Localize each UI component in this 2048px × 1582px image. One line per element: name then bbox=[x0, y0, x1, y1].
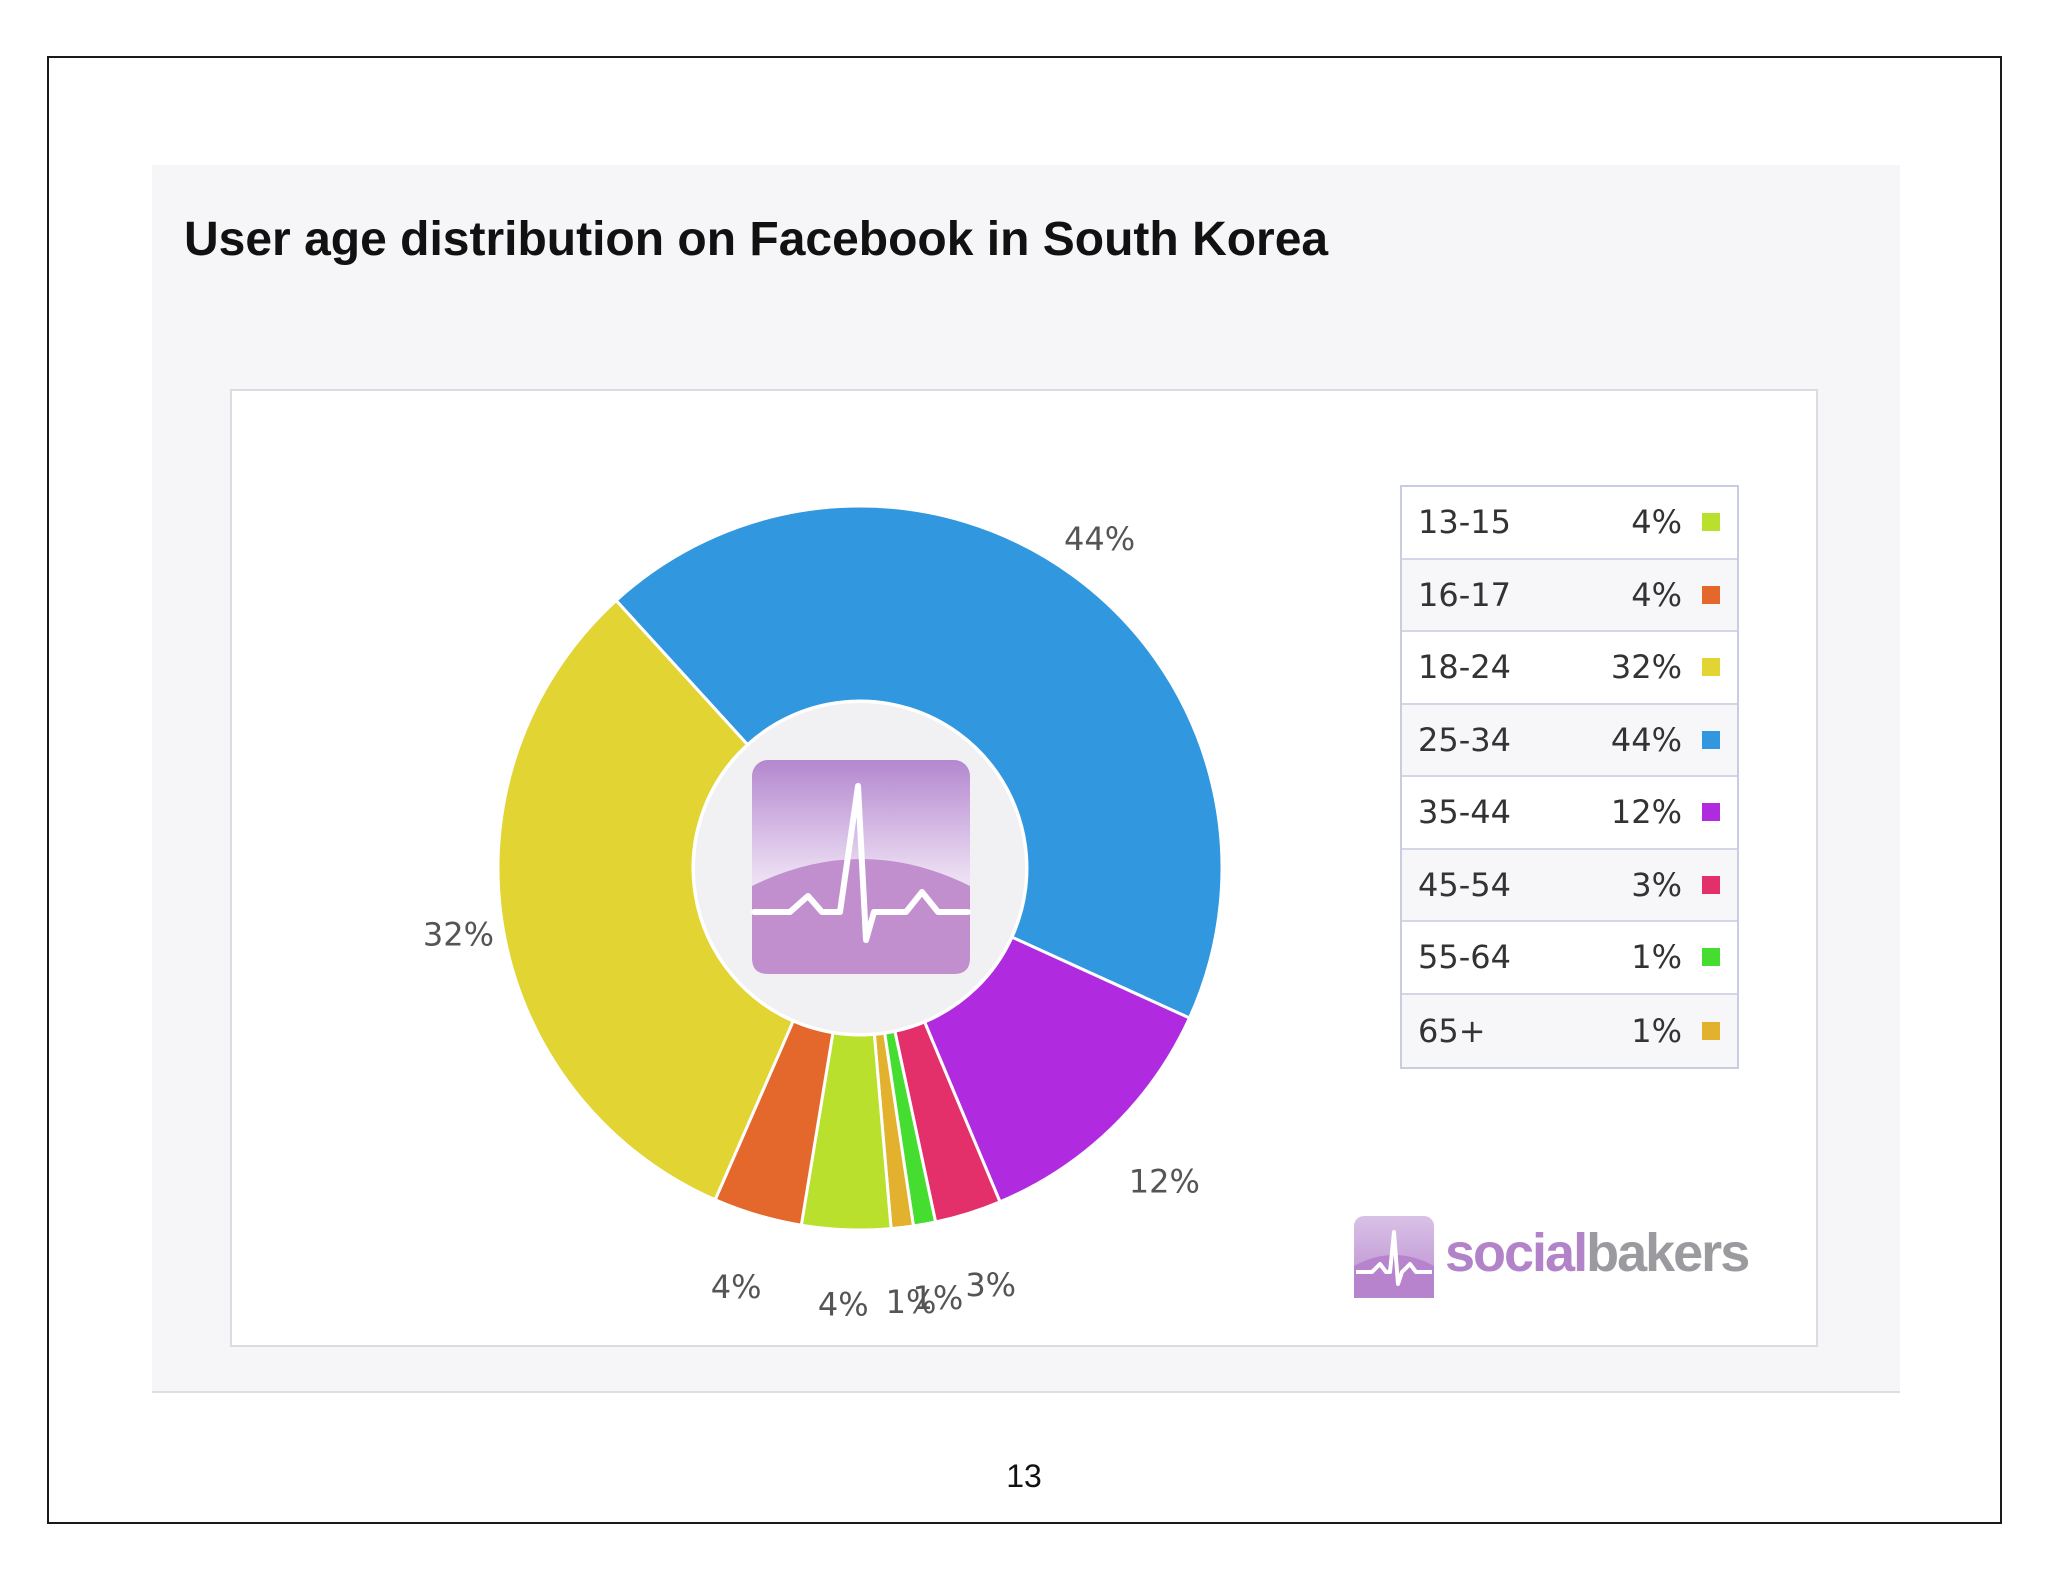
brand-part-1: social bbox=[1445, 1223, 1588, 1283]
data-label-25-34: 44% bbox=[1064, 520, 1135, 558]
chart-legend: 13-15 4% 16-17 4% 18-24 32% 25-34 44% 35-44 12% 45… bbox=[1400, 485, 1739, 1069]
legend-item-13-15: 13-15 4% bbox=[1402, 487, 1737, 560]
legend-swatch bbox=[1702, 658, 1720, 677]
data-label-35-44: 12% bbox=[1129, 1163, 1200, 1201]
slice-25-34 bbox=[614, 504, 1224, 1020]
brand-part-2: bakers bbox=[1586, 1223, 1750, 1283]
legend-value: 4% bbox=[1631, 503, 1682, 542]
data-label-18-24: 32% bbox=[423, 915, 494, 953]
legend-label: 18-24 bbox=[1418, 648, 1511, 687]
legend-label: 25-34 bbox=[1418, 720, 1511, 759]
legend-swatch bbox=[1702, 730, 1720, 749]
legend-swatch bbox=[1702, 1021, 1720, 1040]
legend-label: 16-17 bbox=[1418, 575, 1511, 614]
legend-swatch bbox=[1702, 803, 1720, 822]
legend-swatch bbox=[1702, 585, 1720, 604]
legend-value: 1% bbox=[1631, 938, 1682, 977]
data-label-65plus: 1% bbox=[886, 1283, 937, 1321]
legend-item-18-24: 18-24 32% bbox=[1402, 632, 1737, 705]
legend-label: 45-54 bbox=[1418, 865, 1511, 904]
legend-item-25-34: 25-34 44% bbox=[1402, 704, 1737, 777]
legend-value: 3% bbox=[1631, 865, 1682, 904]
slice-18-24 bbox=[496, 598, 796, 1202]
data-label-16-17: 4% bbox=[711, 1268, 762, 1306]
legend-label: 55-64 bbox=[1418, 938, 1511, 977]
legend-value: 4% bbox=[1631, 575, 1682, 614]
legend-value: 32% bbox=[1610, 648, 1682, 687]
legend-item-45-54: 45-54 3% bbox=[1402, 849, 1737, 922]
legend-label: 13-15 bbox=[1418, 503, 1511, 542]
legend-value: 44% bbox=[1610, 720, 1682, 759]
slide-frame bbox=[47, 56, 2002, 1524]
legend-swatch bbox=[1702, 513, 1720, 532]
legend-swatch bbox=[1702, 875, 1720, 894]
brand-wordmark: socialbakers bbox=[1445, 1222, 1750, 1284]
data-label-13-15: 4% bbox=[818, 1286, 869, 1324]
heartbeat-logo-icon bbox=[751, 760, 971, 974]
data-label-45-54: 3% bbox=[965, 1266, 1016, 1304]
page-number: 13 bbox=[1006, 1458, 1042, 1494]
slice-35-44 bbox=[922, 935, 1192, 1204]
data-label-55-64: 1% bbox=[913, 1279, 964, 1317]
legend-label: 35-44 bbox=[1418, 793, 1511, 832]
legend-label: 65+ bbox=[1418, 1011, 1486, 1050]
socialbakers-logo-icon bbox=[1354, 1216, 1434, 1298]
legend-item-55-64: 55-64 1% bbox=[1402, 922, 1737, 995]
legend-item-35-44: 35-44 12% bbox=[1402, 777, 1737, 850]
legend-item-65plus: 65+ 1% bbox=[1402, 994, 1737, 1067]
legend-value: 12% bbox=[1610, 793, 1682, 832]
legend-swatch bbox=[1702, 948, 1720, 967]
legend-item-16-17: 16-17 4% bbox=[1402, 559, 1737, 632]
chart-title: User age distribution on Facebook in Sou… bbox=[184, 213, 1329, 266]
legend-value: 1% bbox=[1631, 1011, 1682, 1050]
